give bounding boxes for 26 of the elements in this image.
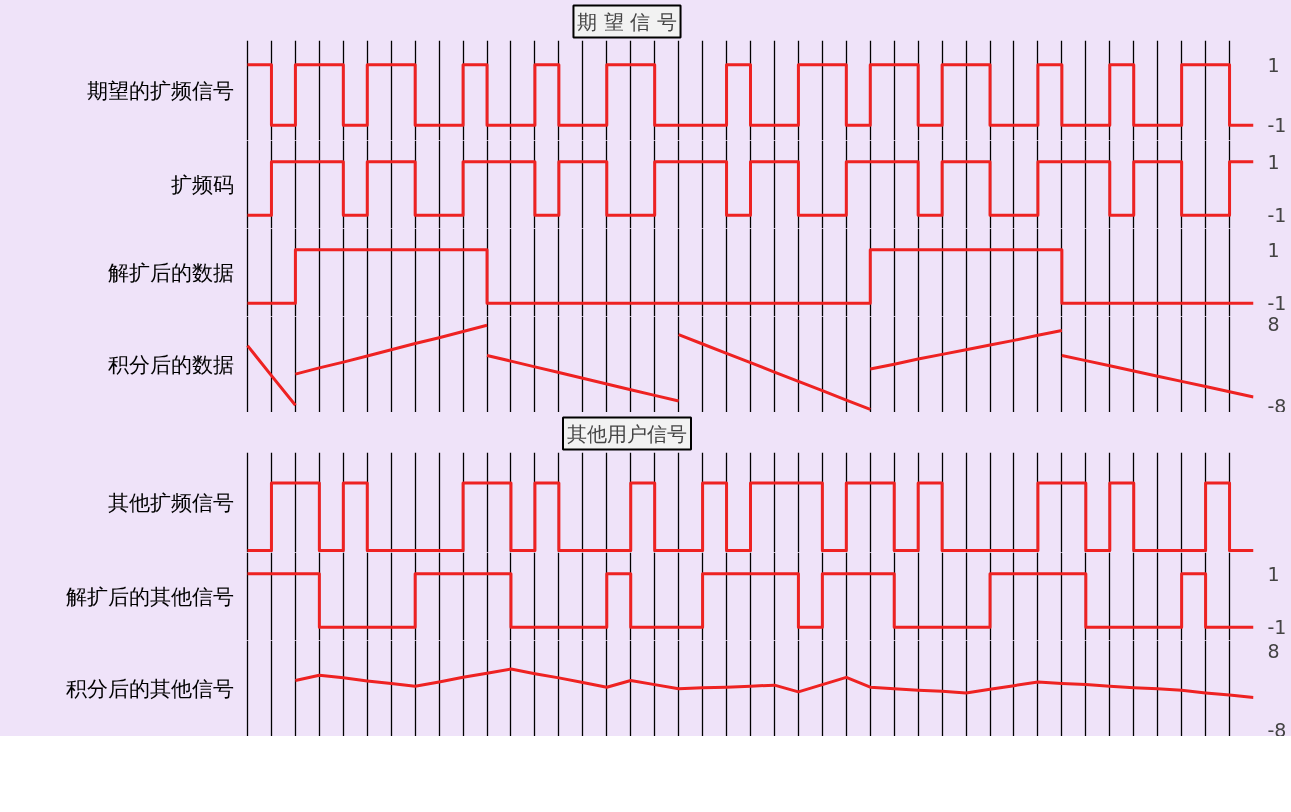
line-series [1060, 353, 1254, 399]
y-axis-title: 期望的扩频信号 [86, 78, 234, 103]
y-tick-label: 1 [1267, 150, 1280, 173]
chart-title: 期 望 信 号 [577, 9, 677, 34]
y-tick-label: 1 [1267, 238, 1280, 261]
line-series [293, 323, 489, 376]
y-tick-label: 1 [1267, 562, 1280, 585]
y-axis-title: 积分后的其他信号 [65, 676, 234, 701]
y-axis-title: 解扩后的数据 [107, 260, 234, 285]
y-tick-label: 1 [1267, 53, 1280, 76]
y-axis-title: 其他扩频信号 [107, 490, 234, 515]
y-tick-label: -8 [1267, 718, 1287, 741]
y-tick-label: -1 [1267, 292, 1287, 315]
y-tick-label: 8 [1267, 639, 1280, 662]
line-series [485, 353, 681, 403]
y-tick-label: 8 [1267, 313, 1280, 336]
chart-title: 其他用户信号 [567, 421, 687, 446]
line-series [677, 333, 872, 411]
y-tick-label: -1 [1267, 616, 1287, 639]
y-axis-title: 扩频码 [170, 172, 234, 197]
y-axis-title: 解扩后的其他信号 [65, 584, 234, 609]
y-tick-label: -1 [1267, 114, 1287, 137]
line-series [868, 329, 1064, 371]
y-tick-label: -1 [1267, 204, 1287, 227]
y-axis-title: 积分后的数据 [107, 352, 234, 377]
y-tick-label: -8 [1267, 394, 1287, 417]
